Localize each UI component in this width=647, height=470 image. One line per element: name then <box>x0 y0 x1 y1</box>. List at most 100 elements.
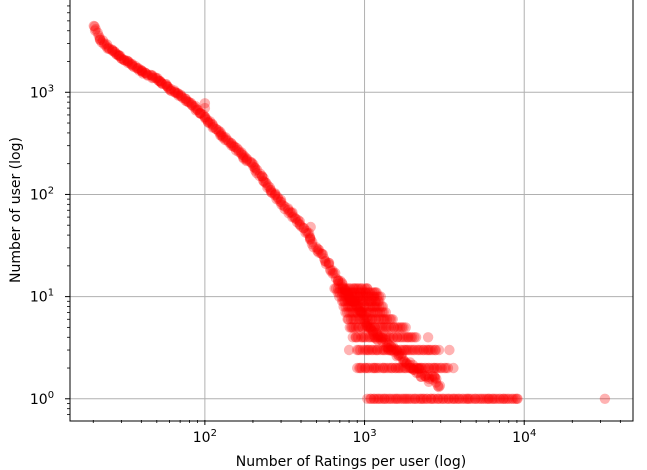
y-tick-label: 101 <box>30 288 54 306</box>
data-point <box>349 283 360 294</box>
data-point <box>394 362 405 374</box>
data-point <box>275 194 287 206</box>
data-point <box>377 332 388 343</box>
data-point <box>413 362 424 374</box>
data-point <box>416 393 427 404</box>
data-point <box>192 104 203 115</box>
data-point <box>137 66 148 77</box>
data-point <box>388 344 399 356</box>
data-point <box>337 283 348 294</box>
data-point <box>431 373 442 384</box>
data-point <box>493 393 505 404</box>
data-point <box>338 301 349 312</box>
data-point <box>382 341 393 353</box>
data-point <box>361 283 373 294</box>
data-point <box>438 393 449 404</box>
data-point <box>404 362 416 374</box>
data-point <box>199 102 211 114</box>
data-point <box>213 125 224 136</box>
data-point <box>122 55 133 67</box>
data-point <box>366 332 378 343</box>
data-point <box>416 362 428 374</box>
data-point <box>355 306 366 317</box>
data-point <box>369 362 380 374</box>
data-point <box>411 362 422 374</box>
data-point <box>147 72 159 83</box>
data-point <box>216 128 227 140</box>
data-point <box>421 372 432 383</box>
data-point <box>437 393 448 404</box>
data-point <box>248 159 259 170</box>
data-point <box>370 333 381 344</box>
data-point <box>403 393 414 404</box>
data-point <box>350 332 361 343</box>
data-point <box>385 344 396 356</box>
data-point <box>260 177 271 188</box>
data-point <box>296 221 307 232</box>
data-point <box>360 287 371 298</box>
data-point <box>364 322 375 333</box>
data-point <box>399 344 411 356</box>
data-point <box>423 344 435 356</box>
data-point <box>428 362 439 374</box>
data-point <box>294 219 306 231</box>
data-point <box>342 296 353 307</box>
data-point <box>334 291 345 302</box>
data-point <box>387 393 398 404</box>
data-point <box>401 344 412 356</box>
data-point <box>355 301 366 312</box>
data-point <box>238 153 249 164</box>
data-point <box>399 356 410 367</box>
data-point <box>405 362 417 374</box>
data-point <box>402 344 413 356</box>
data-point <box>413 363 425 374</box>
data-point <box>377 344 388 356</box>
data-point <box>348 296 359 307</box>
data-point <box>367 344 379 356</box>
data-point <box>372 307 383 318</box>
data-point <box>200 113 211 124</box>
data-point <box>128 61 139 73</box>
data-point <box>373 314 384 325</box>
data-point <box>346 296 358 307</box>
data-point <box>256 171 268 182</box>
data-point <box>347 283 359 294</box>
data-point <box>308 242 319 253</box>
data-point <box>360 362 371 374</box>
data-point <box>347 296 358 307</box>
data-point <box>109 46 120 57</box>
data-point <box>333 276 344 287</box>
data-point <box>177 92 188 104</box>
data-point <box>402 332 413 343</box>
data-point <box>352 301 364 312</box>
data-point <box>351 301 362 312</box>
data-point <box>319 255 331 267</box>
data-point <box>500 393 511 404</box>
data-point <box>271 194 282 205</box>
x-tick-label: 104 <box>512 428 536 446</box>
data-point <box>429 393 440 404</box>
data-point <box>262 182 273 193</box>
data-point <box>489 393 501 404</box>
data-point <box>442 362 454 374</box>
data-point <box>360 317 371 328</box>
data-point <box>332 274 344 286</box>
data-point <box>430 377 442 388</box>
data-point <box>298 222 310 234</box>
data-point <box>356 296 367 307</box>
data-point <box>431 362 442 374</box>
data-point <box>251 167 262 179</box>
data-point <box>400 393 411 404</box>
data-point <box>359 301 370 312</box>
data-point <box>379 322 390 333</box>
data-point <box>362 291 373 302</box>
data-point <box>378 307 389 318</box>
data-point <box>301 225 312 237</box>
data-point <box>329 283 340 294</box>
data-point <box>428 371 440 382</box>
data-point <box>175 90 186 102</box>
data-point <box>350 296 361 308</box>
data-point <box>145 69 156 81</box>
data-point <box>359 296 371 307</box>
data-point <box>419 362 430 374</box>
